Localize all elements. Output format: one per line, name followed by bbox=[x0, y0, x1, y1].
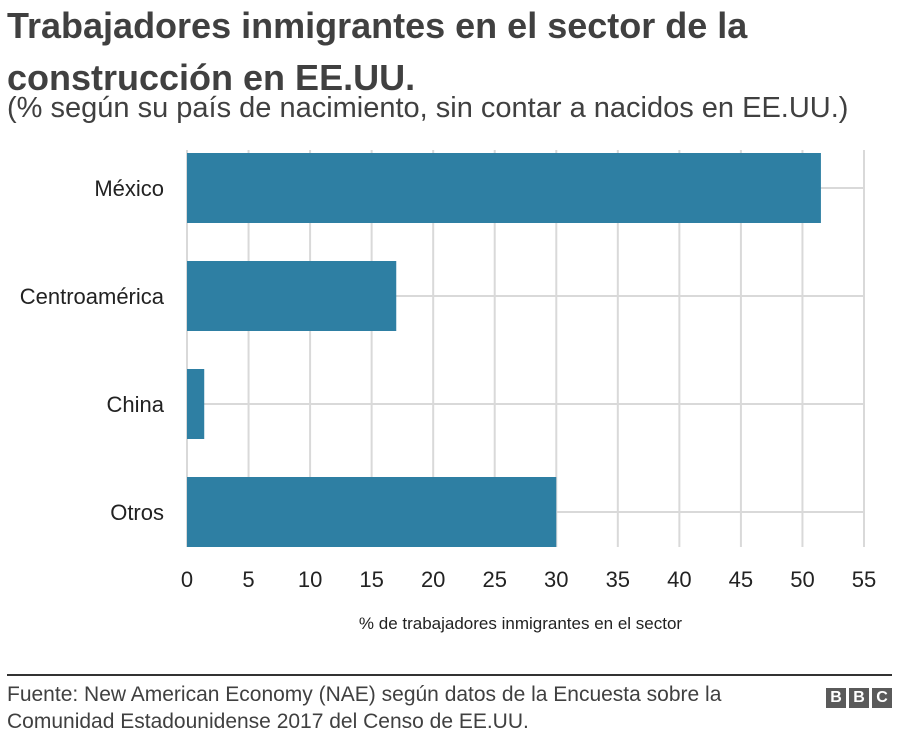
bar bbox=[187, 477, 557, 547]
category-label: México bbox=[94, 176, 164, 201]
x-tick-label: 5 bbox=[242, 567, 254, 592]
bbc-logo: B B C bbox=[826, 688, 892, 708]
logo-letter: C bbox=[872, 688, 892, 708]
x-tick-label: 10 bbox=[298, 567, 322, 592]
x-tick-label: 0 bbox=[181, 567, 193, 592]
category-label: Otros bbox=[110, 500, 164, 525]
x-tick-label: 25 bbox=[482, 567, 506, 592]
x-tick-label: 45 bbox=[729, 567, 753, 592]
logo-letter: B bbox=[826, 688, 846, 708]
x-tick-label: 30 bbox=[544, 567, 568, 592]
source-note: Fuente: New American Economy (NAE) según… bbox=[7, 683, 722, 733]
x-axis-title: % de trabajadores inmigrantes en el sect… bbox=[359, 614, 683, 633]
footer-divider bbox=[7, 674, 892, 676]
x-tick-label: 15 bbox=[359, 567, 383, 592]
bar bbox=[187, 369, 205, 439]
category-label: China bbox=[107, 392, 165, 417]
x-tick-label: 20 bbox=[421, 567, 445, 592]
x-tick-label: 40 bbox=[667, 567, 691, 592]
bar bbox=[187, 153, 821, 223]
bar-chart: 0 5 10 15 20 25 30 35 40 45 50 55 México Centroaméric… bbox=[20, 150, 876, 633]
x-tick-label: 55 bbox=[852, 567, 876, 592]
x-tick-label: 35 bbox=[606, 567, 630, 592]
bar bbox=[187, 261, 397, 331]
category-label: Centroamérica bbox=[20, 284, 165, 309]
chart-title: Trabajadores inmigrantes en el sector de… bbox=[7, 5, 748, 98]
chart-subtitle: (% según su país de nacimiento, sin cont… bbox=[7, 92, 849, 124]
logo-letter: B bbox=[849, 688, 869, 708]
x-tick-label: 50 bbox=[790, 567, 814, 592]
